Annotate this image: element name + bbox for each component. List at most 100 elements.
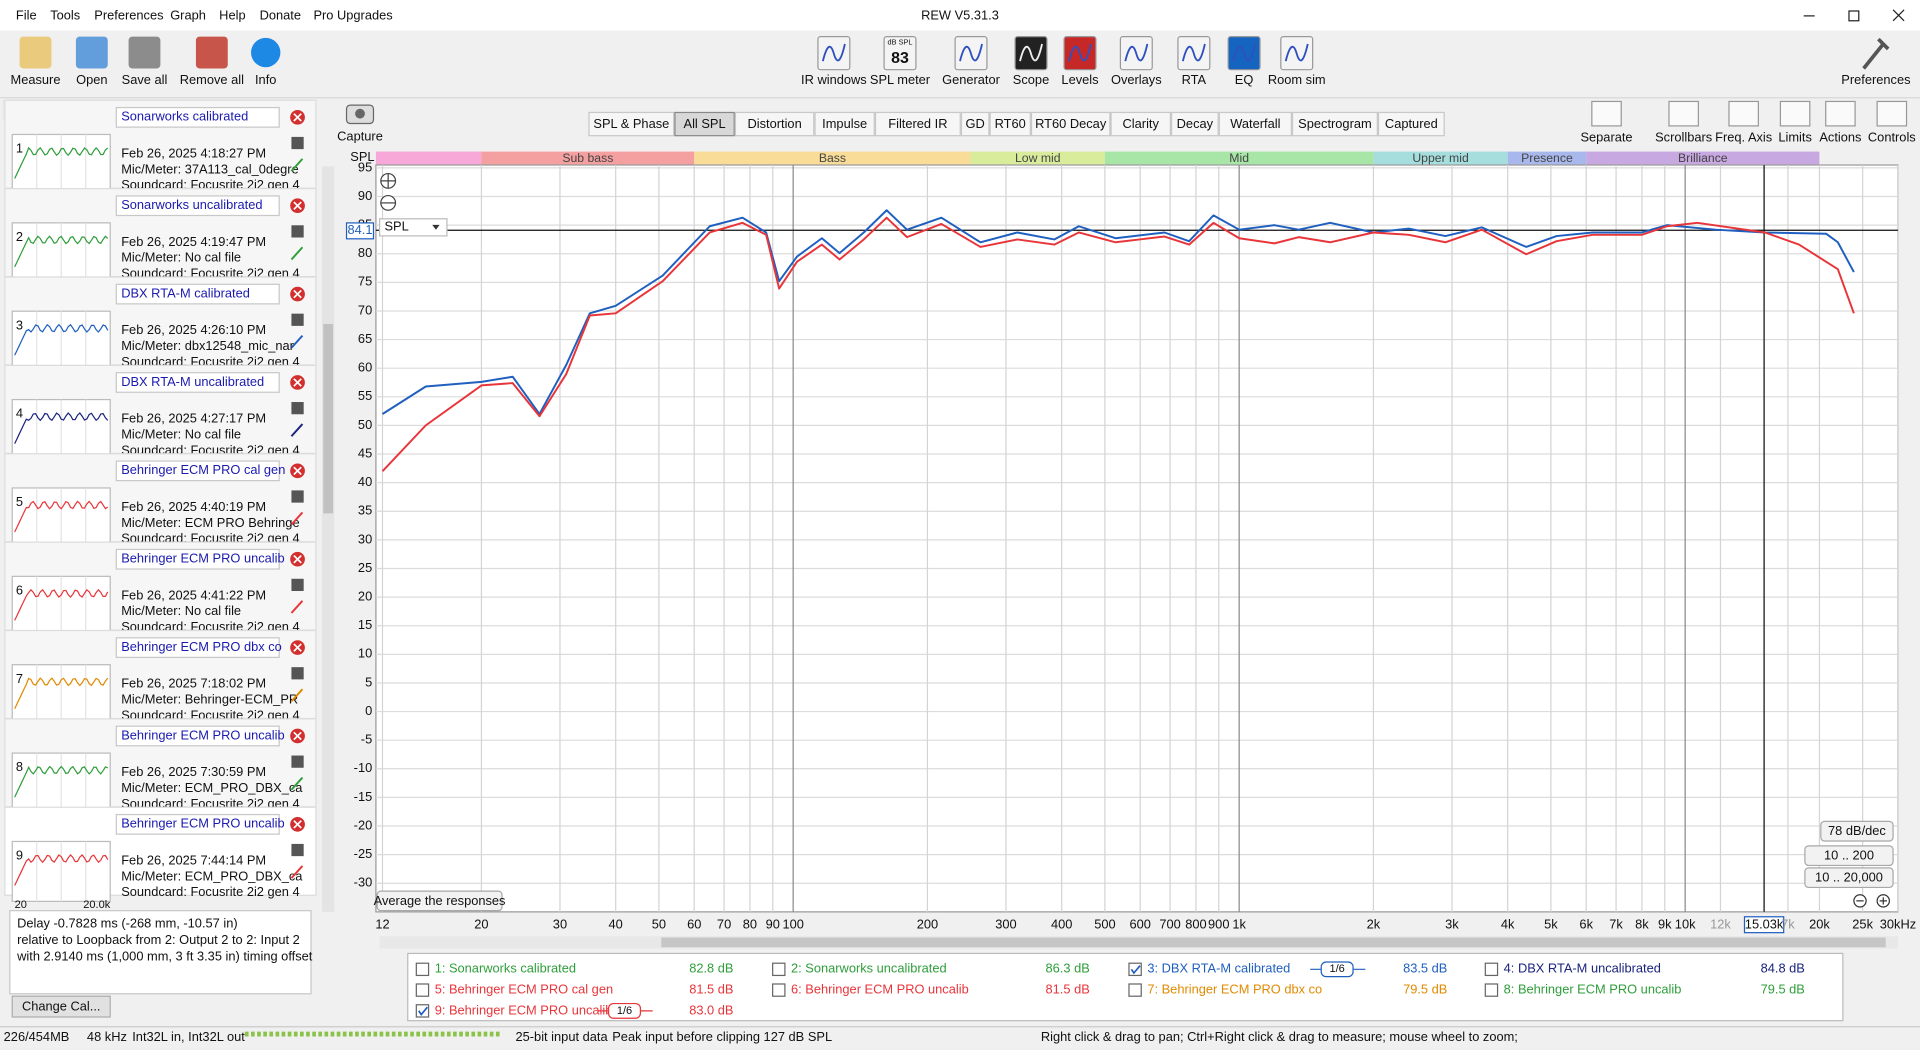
tool-icon[interactable] — [19, 36, 52, 69]
legend-name[interactable]: 2: Sonarworks uncalibrated — [791, 961, 947, 976]
graph-tab[interactable] — [1110, 111, 1171, 137]
graph-tab-label[interactable]: Captured — [1385, 116, 1438, 131]
menu-item[interactable]: Preferences — [94, 7, 163, 22]
measurement-icon[interactable] — [291, 225, 304, 238]
measurement-name[interactable]: DBX RTA-M calibrated — [121, 285, 250, 300]
tool-label[interactable]: Overlays — [1111, 72, 1162, 87]
measurement-name[interactable]: Behringer ECM PRO cal gen — [121, 462, 285, 477]
range-full-button-label[interactable]: 10 .. 20,000 — [1815, 870, 1883, 885]
tool-label[interactable]: Save all — [122, 72, 168, 87]
graph-tab[interactable] — [1170, 111, 1219, 137]
trace-selector[interactable] — [378, 218, 448, 237]
measurement-icon[interactable] — [291, 755, 304, 768]
smoothing-box[interactable] — [607, 1002, 642, 1019]
tool-label[interactable]: Remove all — [180, 72, 244, 87]
measurement-icon[interactable] — [290, 688, 304, 703]
legend-checkbox[interactable] — [415, 1004, 430, 1018]
legend-name[interactable]: 3: DBX RTA-M calibrated — [1147, 961, 1290, 976]
measurement-name-box[interactable] — [115, 283, 280, 305]
menu-item[interactable]: Tools — [50, 7, 80, 22]
tool-label[interactable]: SPL meter — [870, 72, 931, 87]
graph-tab-label[interactable]: Waterfall — [1230, 116, 1280, 131]
measurement-icon[interactable] — [291, 667, 304, 680]
range-full-button[interactable] — [1804, 867, 1894, 889]
measurement-icon[interactable] — [291, 313, 304, 326]
menu-item[interactable]: Donate — [260, 7, 301, 22]
preferences-icon[interactable] — [1862, 37, 1890, 70]
measurement-icon[interactable] — [291, 490, 304, 503]
graph-tool-label[interactable]: Controls — [1868, 130, 1916, 145]
graph-tool-label[interactable]: Actions — [1819, 130, 1861, 145]
menu-item[interactable]: File — [16, 7, 37, 22]
smoothing-label[interactable]: 1/6 — [617, 1005, 632, 1017]
measurement-name-box[interactable] — [115, 813, 280, 835]
graph-tab-label[interactable]: RT60 Decay — [1035, 116, 1107, 131]
change-cal-label[interactable]: Change Cal... — [22, 999, 101, 1014]
measurement-name[interactable]: Behringer ECM PRO uncalib — [121, 816, 284, 831]
legend-checkbox[interactable] — [1128, 983, 1142, 997]
graph-tool-label[interactable]: Scrollbars — [1655, 130, 1712, 145]
menu-item[interactable]: Graph — [170, 7, 206, 22]
trace-selector-label[interactable]: SPL — [384, 219, 408, 234]
graph-tab-label[interactable]: Clarity — [1123, 116, 1160, 131]
graph-tool-icon[interactable] — [1825, 100, 1856, 127]
graph-tab[interactable] — [588, 111, 675, 137]
legend-name[interactable]: 6: Behringer ECM PRO uncalib — [791, 982, 969, 997]
graph-tab[interactable] — [1030, 111, 1111, 137]
measurement-icon[interactable] — [290, 158, 304, 172]
tool-icon[interactable] — [883, 36, 917, 71]
measurement-name-box[interactable] — [115, 725, 280, 747]
measurement-name-box[interactable] — [115, 195, 280, 217]
measurement-name[interactable]: DBX RTA-M uncalibrated — [121, 374, 264, 389]
measurement-name[interactable]: Behringer ECM PRO dbx co — [121, 639, 282, 654]
h-scrollbar-thumb[interactable] — [661, 937, 1886, 948]
graph-tab-label[interactable]: Distortion — [747, 116, 801, 131]
range-short-button[interactable] — [1804, 845, 1894, 867]
graph-tab-label[interactable]: Spectrogram — [1298, 116, 1372, 131]
tool-icon[interactable] — [195, 36, 228, 69]
tool-label[interactable]: Open — [76, 72, 107, 87]
measurement-icon[interactable] — [290, 246, 304, 261]
graph-tab-label[interactable]: RT60 — [995, 116, 1026, 131]
graph-tab-label[interactable]: Decay — [1177, 116, 1214, 131]
tool-label[interactable]: Info — [255, 72, 276, 87]
measurement-name-box[interactable] — [115, 106, 280, 128]
range-short-button-label[interactable]: 10 .. 200 — [1824, 848, 1874, 863]
measurement-name-box[interactable] — [115, 460, 280, 482]
measurement-icon[interactable] — [290, 335, 304, 349]
legend-name[interactable]: 8: Behringer ECM PRO uncalib — [1504, 982, 1682, 997]
graph-tab[interactable] — [960, 111, 990, 137]
slope-button[interactable] — [1820, 820, 1894, 842]
graph-tool-label[interactable]: Freq. Axis — [1715, 130, 1772, 145]
graph-tool-icon[interactable] — [1668, 100, 1699, 127]
measurement-name[interactable]: Sonarworks uncalibrated — [121, 197, 262, 212]
legend-checkbox[interactable] — [415, 962, 430, 977]
measurement-name[interactable]: Behringer ECM PRO uncalib — [121, 727, 284, 742]
graph-tab-label[interactable]: GD — [966, 116, 985, 131]
measurement-name-box[interactable] — [115, 637, 280, 658]
tool-icon[interactable] — [251, 37, 281, 68]
tool-label[interactable]: RTA — [1182, 72, 1207, 87]
measurement-icon[interactable] — [290, 776, 304, 791]
graph-tab-label[interactable]: Filtered IR — [888, 116, 947, 131]
graph-tool-label[interactable]: Limits — [1778, 130, 1812, 145]
graph-tool-icon[interactable] — [1779, 100, 1811, 127]
graph-tool-label[interactable]: Separate — [1580, 130, 1632, 145]
capture-label[interactable]: Capture — [337, 128, 383, 143]
graph-tab-label[interactable]: Impulse — [822, 116, 867, 131]
tool-label[interactable]: Room sim — [1268, 72, 1326, 87]
average-button-label[interactable]: Average the responses — [374, 893, 506, 908]
graph-tab-label[interactable]: SPL & Phase — [593, 116, 669, 131]
measurement-name-box[interactable] — [115, 372, 280, 393]
tool-label[interactable]: Measure — [11, 72, 61, 87]
tool-label[interactable]: Generator — [942, 72, 1001, 87]
graph-tab[interactable] — [1291, 111, 1378, 137]
legend-name[interactable]: 9: Behringer ECM PRO uncalib — [435, 1002, 613, 1017]
legend-name[interactable]: 5: Behringer ECM PRO cal gen — [435, 982, 613, 997]
graph-tool-icon[interactable] — [1728, 100, 1759, 127]
graph-tool-icon[interactable] — [1876, 100, 1908, 127]
legend-name[interactable]: 1: Sonarworks calibrated — [435, 961, 576, 976]
legend-checkbox[interactable] — [1484, 962, 1499, 977]
graph-tab[interactable] — [674, 111, 735, 137]
measurement-icon[interactable] — [290, 511, 304, 526]
